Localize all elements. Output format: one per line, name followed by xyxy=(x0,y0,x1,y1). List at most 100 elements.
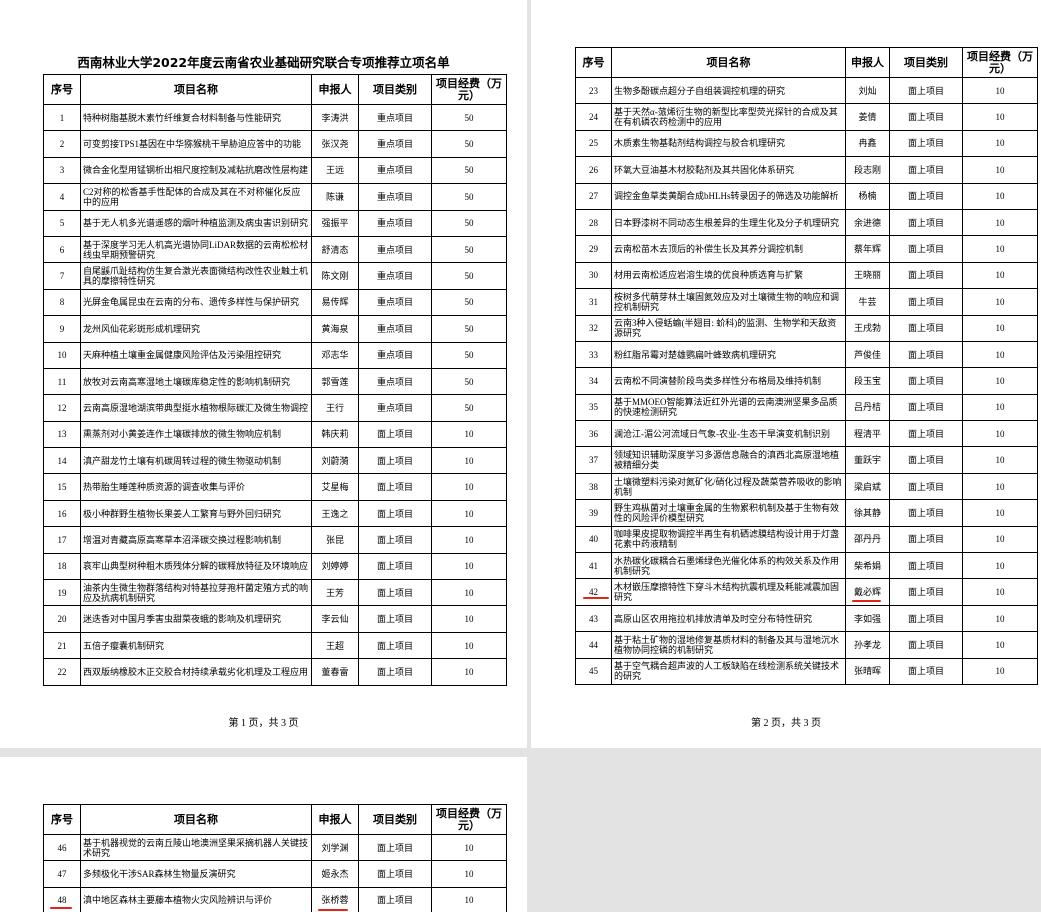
cell: 47 xyxy=(43,860,81,888)
header-cell: 申报人 xyxy=(311,74,359,105)
cell: 10 xyxy=(43,341,81,369)
row: 21 五倍子瘿囊机制研究 王超 面上项目 10 xyxy=(43,631,507,660)
cell: 10 xyxy=(962,446,1038,474)
cell: 10 xyxy=(431,552,507,581)
row: 32 云南3种入侵蛞蝓(半翅目: 蚧科)的监测、生物学和天敌资源研究 王戌勃 面上项目… xyxy=(575,314,1038,342)
cell: 19 xyxy=(43,579,81,607)
row: 17 增温对青藏高原高寒草本沼泽碳交换过程影响机制 张昆 面上项目 10 xyxy=(43,526,507,554)
cell: 程清平 xyxy=(845,420,890,448)
cell: 面上项目 xyxy=(889,578,963,606)
cell: 五倍子瘿囊机制研究 xyxy=(80,631,312,660)
cell: 重点项目 xyxy=(358,367,432,396)
cell: 陈文刚 xyxy=(311,262,359,290)
cell: 13 xyxy=(43,420,81,449)
cell: 生物多酚碳点超分子自组装调控机理的研究 xyxy=(611,76,846,105)
table: 序号 项目名称 申报人 项目类别 项目经费（万元） 23 生物多酚碳点超分子自组装调控机理的… xyxy=(575,47,1038,685)
cell: 10 xyxy=(431,658,507,686)
cell: 50 xyxy=(431,341,507,369)
page-footer: 第 2 页，共 3 页 xyxy=(751,718,821,729)
cell: 面上项目 xyxy=(889,420,963,448)
cell: 31 xyxy=(575,288,612,316)
cell: 澜沧江-湄公河流域日气象-农业-生态干旱演变机制识别 xyxy=(611,420,846,448)
cell: 王行 xyxy=(311,394,359,422)
cell: 26 xyxy=(575,156,612,184)
row: 10 天麻种植土壤重金属健康风险评估及污染阻控研究 邓志华 重点项目 50 xyxy=(43,341,507,369)
cell: 10 xyxy=(962,208,1038,237)
row: 48 滇中地区森林主要藤本植物火灾风险辨识与评价 张桥蓉 面上项目 10 xyxy=(43,886,507,912)
cell: 材用云南松适应岩溶生境的优良种质选育与扩繁 xyxy=(611,261,846,290)
cell: 10 xyxy=(962,129,1038,158)
cell: 重点项目 xyxy=(358,288,432,317)
cell: 张桥蓉 xyxy=(311,886,359,912)
row: 39 野生鸡枞菌对土壤重金属的生物累积机制及基于生物有效性的风险评价模型研究 徐其静… xyxy=(575,499,1038,527)
cell: 基于天然α-蒎烯衍生物的新型比率型荧光探针的合成及其在有机磷农药检测中的应用 xyxy=(611,103,846,131)
cell: 艾星梅 xyxy=(311,473,359,501)
cell: 10 xyxy=(431,499,507,528)
cell: 易传辉 xyxy=(311,288,359,317)
cell: 50 xyxy=(431,183,507,211)
cell: 17 xyxy=(43,526,81,554)
cell: 面上项目 xyxy=(889,472,963,501)
page-footer: 第 1 页，共 3 页 xyxy=(228,718,299,729)
row: 3 微合金化型用锰钢析出相尺度控制及减粘抗磨改性层构建 王远 重点项目 50 xyxy=(43,156,507,185)
cell: 15 xyxy=(43,473,81,501)
cell: 木质素生物基黏剂结构调控与胶合机理研究 xyxy=(611,129,846,158)
cell: 油茶内生微生物群落结构对特基拉芽孢杆菌定殖方式的响应及抗病机制研究 xyxy=(80,579,312,607)
cell: 王戌勃 xyxy=(845,314,890,342)
cell: 基于MMOEO智能算法近红外光谱的云南澳洲坚果多品质的快速检测研究 xyxy=(611,393,846,422)
row: 23 生物多酚碳点超分子自组装调控机理的研究 刘灿 面上项目 10 xyxy=(575,76,1038,105)
row: 37 领域知识辅助深度学习多源信息融合的滇西北高原湿地植被精细分类 董跃宇 面上项目 1… xyxy=(575,446,1038,474)
cell: 面上项目 xyxy=(889,552,963,580)
cell: 面上项目 xyxy=(889,182,963,210)
cell: 41 xyxy=(575,552,612,580)
cell: 梁启斌 xyxy=(845,472,890,501)
cell: 面上项目 xyxy=(889,103,963,131)
page-title: 西南林业大学2022年度云南省农业基础研究联合专项推荐立项名单 xyxy=(77,55,450,70)
cell: 面上项目 xyxy=(889,129,963,158)
cell: 光屏金龟属昆虫在云南的分布、遗传多样性与保护研究 xyxy=(80,288,312,317)
cell: 特种树脂基脱木素竹纤维复合材料制备与性能研究 xyxy=(80,103,312,132)
cell: 10 xyxy=(431,473,507,501)
cell: 42 xyxy=(575,578,612,606)
row: 20 迷迭香对中国月季害虫甜菜夜蛾的影响及机理研究 李云仙 面上项目 10 xyxy=(43,605,507,633)
cell: 天麻种植土壤重金属健康风险评估及污染阻控研究 xyxy=(80,341,312,369)
cell: 10 xyxy=(962,156,1038,184)
cell: 44 xyxy=(575,631,612,659)
row: 11 放牧对云南高寒湿地土壤碳库稳定性的影响机制研究 郭雪莲 重点项目 50 xyxy=(43,367,507,396)
cell: 29 xyxy=(575,235,612,263)
header-row: 序号 项目名称 申报人 项目类别 项目经费（万元） xyxy=(575,47,1038,78)
row: 31 桉树多代萌芽林土壤固氮效应及对土壤微生物的响应和调控机制研究 牛芸 面上项目 10 xyxy=(575,288,1038,316)
cell: 10 xyxy=(962,525,1038,554)
row: 28 日本野漆树不同动态生根差异的生理生化及分子机理研究 余进德 面上项目 10 xyxy=(575,208,1038,237)
cell: 云南松苗木去顶后的补偿生长及其养分调控机制 xyxy=(611,235,846,263)
cell: 面上项目 xyxy=(358,552,432,581)
row: 43 高原山区农用拖拉机排放清单及时空分布特性研究 李如强 面上项目 10 xyxy=(575,604,1038,633)
cell: 基于机器视觉的云南丘陵山地澳洲坚果采摘机器人关键技术研究 xyxy=(80,833,312,862)
cell: 放牧对云南高寒湿地土壤碳库稳定性的影响机制研究 xyxy=(80,367,312,396)
cell: 面上项目 xyxy=(889,156,963,184)
cell: 10 xyxy=(962,420,1038,448)
cell: 10 xyxy=(431,579,507,607)
cell: 戴必辉 xyxy=(845,578,890,606)
header-cell: 项目名称 xyxy=(611,47,846,78)
cell: 环氧大豆油基木材胶黏剂及其共固化体系研究 xyxy=(611,156,846,184)
row: 19 油茶内生微生物群落结构对特基拉芽孢杆菌定殖方式的响应及抗病机制研究 王芳 面上项… xyxy=(43,579,507,607)
cell: 张昆 xyxy=(311,526,359,554)
cell: 6 xyxy=(43,235,81,264)
cell: 蔡年辉 xyxy=(845,235,890,263)
cell: 46 xyxy=(43,833,81,862)
cell: 10 xyxy=(962,578,1038,606)
cell: C2对称的松香基手性配体的合成及其在不对称催化反应中的应用 xyxy=(80,183,312,211)
cell: 面上项目 xyxy=(358,579,432,607)
cell: 面上项目 xyxy=(358,473,432,501)
row: 41 水热碳化碳耦合石墨烯绿色光催化体系的构效关系及作用机制研究 柴希娟 面上项目 10 xyxy=(575,552,1038,580)
cell: 10 xyxy=(431,631,507,660)
cell: 粉红脂吊霉对楚雄鹦扁叶蜂致病机理研究 xyxy=(611,340,846,369)
cell: 50 xyxy=(431,156,507,185)
cell: 面上项目 xyxy=(889,76,963,105)
cell: 重点项目 xyxy=(358,156,432,185)
cell: 杨楠 xyxy=(845,182,890,210)
cell: 32 xyxy=(575,314,612,342)
cell: 王晓丽 xyxy=(845,261,890,290)
cell: 面上项目 xyxy=(889,288,963,316)
